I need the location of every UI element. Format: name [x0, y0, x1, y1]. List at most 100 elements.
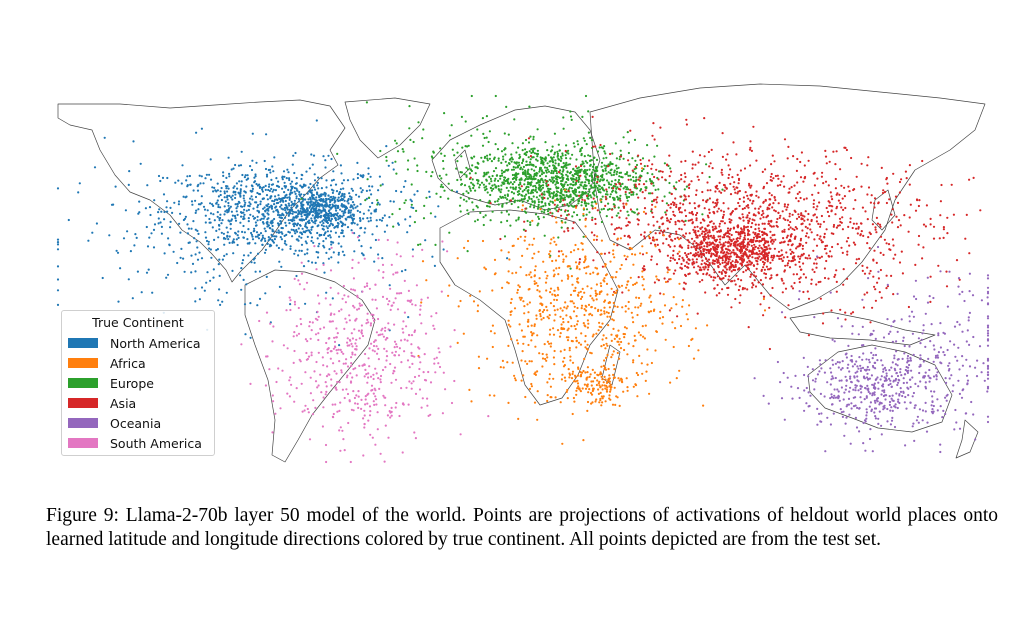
- scatter-point: [687, 244, 690, 247]
- scatter-point: [654, 188, 657, 191]
- scatter-point: [342, 179, 345, 182]
- scatter-point: [722, 183, 726, 187]
- scatter-point: [274, 206, 277, 209]
- scatter-point: [293, 222, 296, 225]
- scatter-point: [679, 202, 682, 205]
- scatter-point: [610, 339, 613, 342]
- scatter-point: [705, 263, 708, 266]
- scatter-point: [333, 197, 336, 200]
- scatter-point: [408, 105, 411, 108]
- scatter-point: [866, 291, 869, 294]
- scatter-point: [619, 155, 622, 158]
- scatter-point: [295, 238, 298, 241]
- scatter-point: [56, 248, 60, 251]
- scatter-point: [788, 212, 791, 215]
- scatter-point: [580, 152, 583, 156]
- scatter-point: [820, 214, 824, 218]
- scatter-point: [440, 177, 443, 180]
- scatter-point: [647, 223, 650, 226]
- scatter-point: [267, 213, 270, 216]
- scatter-point: [455, 167, 458, 170]
- scatter-point: [336, 226, 339, 229]
- scatter-point: [761, 238, 764, 242]
- scatter-point: [264, 188, 267, 191]
- scatter-point: [297, 227, 300, 230]
- scatter-point: [535, 191, 539, 194]
- scatter-point: [835, 280, 838, 283]
- scatter-point: [177, 179, 180, 182]
- scatter-point: [613, 256, 616, 259]
- scatter-point: [809, 257, 812, 260]
- scatter-point: [697, 178, 700, 181]
- scatter-point: [198, 298, 201, 301]
- scatter-point: [760, 257, 764, 260]
- scatter-point: [218, 288, 221, 291]
- scatter-point: [695, 271, 698, 274]
- scatter-point: [604, 167, 607, 170]
- scatter-point: [729, 243, 732, 246]
- scatter-point: [169, 226, 172, 229]
- scatter-point: [562, 127, 565, 130]
- scatter-point: [256, 219, 259, 222]
- scatter-point: [863, 272, 867, 275]
- scatter-point: [718, 241, 721, 244]
- scatter-point: [555, 190, 559, 193]
- scatter-point: [490, 180, 493, 183]
- scatter-point: [694, 163, 697, 166]
- scatter-point: [626, 171, 629, 174]
- scatter-point: [681, 256, 684, 259]
- scatter-point: [752, 199, 755, 203]
- scatter-point: [243, 176, 246, 179]
- scatter-point: [708, 211, 711, 214]
- scatter-point: [743, 228, 746, 231]
- scatter-point: [295, 224, 299, 227]
- scatter-point: [787, 145, 790, 148]
- scatter-point: [265, 173, 269, 176]
- scatter-point: [296, 215, 299, 218]
- scatter-point: [505, 202, 508, 205]
- scatter-point: [687, 266, 690, 269]
- scatter-point: [871, 223, 875, 226]
- scatter-point: [562, 162, 565, 165]
- scatter-point: [627, 195, 631, 199]
- scatter-point: [634, 165, 637, 169]
- scatter-point: [651, 134, 654, 137]
- scatter-point: [726, 227, 730, 230]
- scatter-point: [194, 199, 197, 202]
- scatter-point: [793, 281, 796, 285]
- scatter-point: [422, 217, 426, 220]
- scatter-point: [605, 282, 609, 285]
- scatter-point: [93, 166, 97, 169]
- scatter-point: [828, 255, 831, 258]
- scatter-point: [194, 211, 197, 214]
- scatter-point: [325, 179, 328, 182]
- scatter-point: [538, 170, 541, 173]
- scatter-point: [535, 314, 538, 317]
- scatter-point: [572, 221, 575, 224]
- scatter-point: [674, 220, 677, 224]
- scatter-point: [413, 221, 416, 224]
- scatter-point: [659, 126, 662, 129]
- scatter-point: [799, 243, 802, 246]
- scatter-point: [664, 211, 667, 214]
- scatter-point: [678, 250, 681, 253]
- scatter-point: [591, 205, 594, 208]
- scatter-point: [678, 255, 681, 258]
- scatter-point: [282, 196, 285, 200]
- scatter-point: [588, 168, 591, 171]
- scatter-point: [321, 220, 324, 223]
- scatter-point: [631, 316, 634, 319]
- scatter-point: [556, 150, 559, 153]
- scatter-point: [582, 187, 586, 190]
- scatter-point: [277, 194, 280, 197]
- scatter-point: [200, 195, 203, 198]
- scatter-point: [356, 209, 359, 212]
- scatter-point: [529, 203, 533, 206]
- scatter-point: [243, 199, 246, 202]
- scatter-point: [290, 204, 293, 207]
- scatter-point: [157, 174, 161, 178]
- scatter-point: [481, 117, 484, 120]
- scatter-point: [695, 213, 698, 217]
- scatter-point: [488, 130, 491, 133]
- scatter-point: [332, 205, 335, 208]
